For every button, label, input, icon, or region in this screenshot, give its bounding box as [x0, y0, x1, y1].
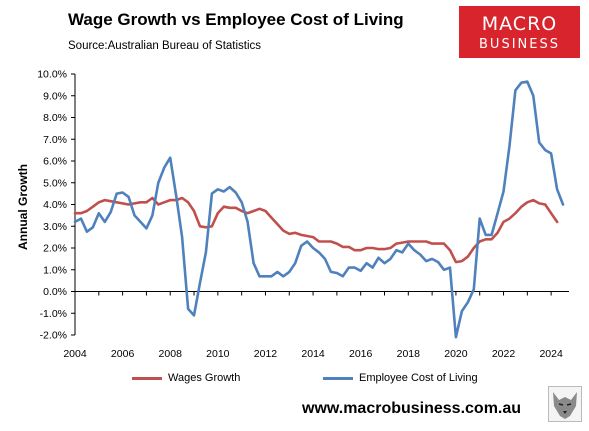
y-tick-labels: -2.0% -1.0% 0.0% 1.0% 2.0% 3.0% 4.0% 5.0% 6.0% 7.…	[37, 69, 75, 342]
y-tick-label: 6.0%	[43, 156, 67, 168]
macrobusiness-logo[interactable]: MACRO BUSINESS	[459, 6, 580, 58]
x-tick-label: 2012	[254, 348, 278, 360]
x-tick-label: 2014	[301, 348, 325, 360]
y-tick-label: 2.0%	[43, 243, 67, 255]
y-tick-label: 8.0%	[43, 112, 67, 124]
legend-label-cost-of-living: Employee Cost of Living	[359, 372, 478, 384]
y-tick-label: 9.0%	[43, 90, 67, 102]
logo-line-2: BUSINESS	[479, 37, 560, 52]
x-tick-label: 2016	[349, 348, 373, 360]
employee-cost-of-living-line	[73, 80, 565, 339]
x-tick-label: 2024	[539, 348, 563, 360]
legend-label-wages: Wages Growth	[168, 372, 241, 384]
x-tick-label: 2018	[397, 348, 421, 360]
y-tick-label: 3.0%	[43, 221, 67, 233]
x-tick-labels: 2004 2006 2008 2010 2012 2014 2016 2018 2020 2022…	[63, 291, 563, 360]
y-tick-label: -1.0%	[40, 308, 67, 320]
x-tick-label: 2022	[492, 348, 516, 360]
legend-item-wages: Wages Growth	[132, 372, 240, 384]
series-lines	[73, 80, 565, 339]
y-tick-label: 0.0%	[43, 286, 67, 298]
y-tick-label: 1.0%	[43, 264, 67, 276]
x-tick-label: 2006	[111, 348, 135, 360]
y-tick-label: 10.0%	[37, 69, 67, 81]
y-axis-label: Annual Growth	[16, 164, 30, 250]
axes	[74, 74, 569, 335]
chart-source: Source:Australian Bureau of Statistics	[68, 40, 262, 52]
legend-item-cost-of-living: Employee Cost of Living	[323, 372, 478, 384]
y-tick-label: 4.0%	[43, 199, 67, 211]
x-tick-label: 2020	[444, 348, 468, 360]
x-tick-label: 2004	[63, 348, 87, 360]
chart-title: Wage Growth vs Employee Cost of Living	[68, 10, 404, 29]
logo-line-1: MACRO	[481, 13, 558, 35]
x-tick-label: 2008	[159, 348, 183, 360]
website-link[interactable]: www.macrobusiness.com.au	[302, 400, 522, 417]
x-tick-label: 2010	[206, 348, 230, 360]
legend-swatch-cost-of-living	[323, 376, 353, 380]
legend-swatch-wages	[132, 376, 162, 380]
y-tick-label: -2.0%	[40, 330, 67, 342]
wolf-emblem-icon	[548, 386, 582, 422]
y-tick-label: 7.0%	[43, 134, 67, 146]
y-tick-label: 5.0%	[43, 177, 67, 189]
